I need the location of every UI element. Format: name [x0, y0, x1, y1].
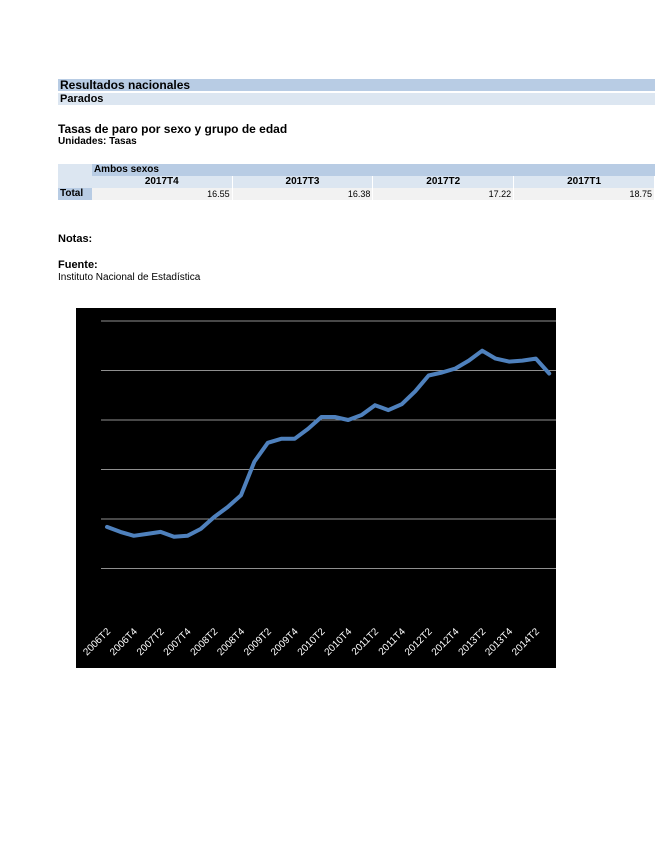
group-header: Ambos sexos — [91, 164, 655, 176]
x-tick-label: 2012T2 — [403, 626, 435, 658]
series-line — [105, 348, 552, 539]
x-tick-label: 2010T2 — [296, 626, 328, 658]
column-header: 2017T1 — [513, 176, 655, 188]
source-label: Fuente: — [58, 259, 98, 271]
table-corner — [58, 164, 92, 176]
x-tick-label: 2006T2 — [81, 626, 113, 658]
row-header: Total — [58, 188, 92, 200]
data-table: Ambos sexos 2017T4 2017T3 2017T2 2017T1 … — [58, 164, 655, 200]
section-title: Tasas de paro por sexo y grupo de edad — [58, 122, 288, 136]
table-cell: 17.22 — [372, 188, 515, 200]
report-title-band: Resultados nacionales — [58, 79, 655, 91]
x-tick-label: 2011T2 — [350, 626, 382, 658]
x-tick-label: 2006T4 — [108, 626, 140, 658]
units-label: Unidades: Tasas — [58, 136, 137, 147]
table-row: Total 16.55 16.38 17.22 18.75 — [58, 188, 655, 200]
x-tick-label: 2013T4 — [483, 626, 515, 658]
x-tick-label: 2014T2 — [510, 626, 542, 658]
report-subtitle-band: Parados — [58, 93, 655, 105]
table-cell: 16.55 — [91, 188, 233, 200]
table-cell: 18.75 — [513, 188, 655, 200]
line-chart: 2006T22006T42007T22007T42008T22008T42009… — [81, 320, 556, 658]
column-header: 2017T3 — [232, 176, 374, 188]
x-tick-label: 2010T4 — [323, 626, 355, 658]
x-tick-label: 2008T4 — [215, 626, 247, 658]
x-tick-label: 2013T2 — [457, 626, 489, 658]
notes-label: Notas: — [58, 233, 93, 245]
report-subtitle: Parados — [60, 93, 104, 105]
x-tick-label: 2007T2 — [135, 626, 167, 658]
x-tick-label: 2009T4 — [269, 626, 301, 658]
x-tick-label: 2009T2 — [242, 626, 274, 658]
table-cell: 16.38 — [232, 188, 374, 200]
chart-area: 2006T2 2006T4 2007T2 2007T4 2008T2 2008T4 2009… — [76, 308, 556, 668]
x-tick-label: 2012T4 — [430, 626, 462, 658]
x-tick-label: 2011T4 — [377, 626, 409, 658]
x-tick-label: 2007T4 — [162, 626, 194, 658]
x-tick-label: 2008T2 — [189, 626, 221, 658]
table-corner — [58, 176, 92, 188]
report-title: Resultados nacionales — [60, 78, 191, 92]
column-header: 2017T4 — [91, 176, 233, 188]
column-header: 2017T2 — [372, 176, 515, 188]
source-value: Instituto Nacional de Estadística — [58, 272, 201, 283]
